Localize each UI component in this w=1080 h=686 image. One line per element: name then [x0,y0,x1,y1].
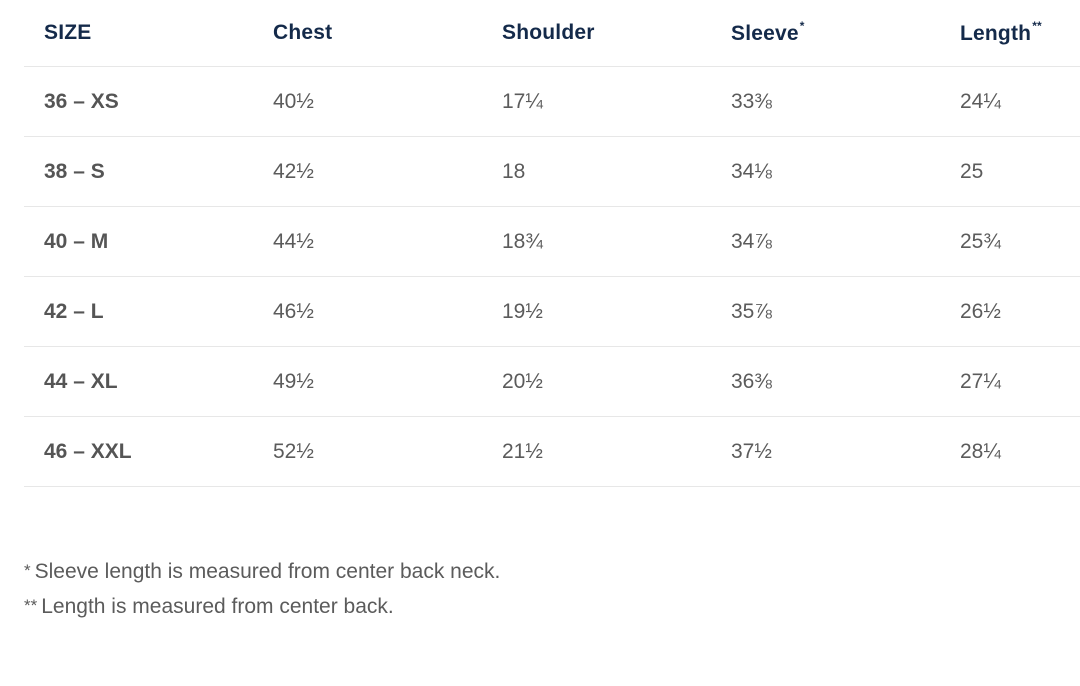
header-shoulder-label: Shoulder [502,21,595,44]
sleeve-cell: 35⅞ [711,276,940,347]
chest-cell: 49½ [253,346,482,417]
shoulder-cell: 18¾ [482,206,711,277]
size-cell: 44 – XL [24,346,253,417]
table-row: 36 – XS 40½ 17¼ 33⅜ 24¼ [24,66,1080,137]
length-cell: 28¼ [940,416,1080,487]
shoulder-cell: 17¼ [482,66,711,137]
sleeve-cell: 37½ [711,416,940,487]
footnote-text: Sleeve length is measured from center ba… [34,560,501,583]
header-length-label: Length [960,21,1032,45]
shoulder-cell: 21½ [482,416,711,487]
size-chart-table: SIZE Chest Shoulder Sleeve* Length** 36 … [24,0,1080,487]
length-cell: 27¼ [940,346,1080,417]
footnote-mark: * [24,561,31,580]
chest-cell: 40½ [253,66,482,137]
header-size-label: SIZE [44,21,92,44]
footnotes: * Sleeve length is measured from center … [24,555,500,625]
chest-cell: 52½ [253,416,482,487]
table-row: 46 – XXL 52½ 21½ 37½ 28¼ [24,416,1080,487]
header-chest-label: Chest [273,21,333,44]
table-row: 44 – XL 49½ 20½ 36⅜ 27¼ [24,346,1080,417]
header-sleeve-footnote-mark: * [799,18,805,33]
sleeve-cell: 33⅜ [711,66,940,137]
size-cell: 46 – XXL [24,416,253,487]
header-length-footnote-mark: ** [1032,18,1042,33]
header-length: Length** [940,0,1080,67]
size-cell: 42 – L [24,276,253,347]
shoulder-cell: 18 [482,136,711,207]
length-cell: 26½ [940,276,1080,347]
shoulder-cell: 20½ [482,346,711,417]
header-shoulder: Shoulder [482,0,711,67]
sleeve-cell: 36⅜ [711,346,940,417]
shoulder-cell: 19½ [482,276,711,347]
header-chest: Chest [253,0,482,67]
header-size: SIZE [24,0,253,67]
table-row: 38 – S 42½ 18 34⅛ 25 [24,136,1080,207]
footnote-sleeve: * Sleeve length is measured from center … [24,555,500,590]
size-cell: 38 – S [24,136,253,207]
chest-cell: 42½ [253,136,482,207]
header-row: SIZE Chest Shoulder Sleeve* Length** [24,0,1080,67]
size-chart-body: 36 – XS 40½ 17¼ 33⅜ 24¼ 38 – S 42½ 18 34… [24,66,1080,487]
header-sleeve: Sleeve* [711,0,940,67]
length-cell: 24¼ [940,66,1080,137]
length-cell: 25 [940,136,1080,207]
footnote-length: ** Length is measured from center back. [24,590,500,625]
footnote-mark: ** [24,596,38,615]
header-sleeve-label: Sleeve [731,21,799,45]
chest-cell: 44½ [253,206,482,277]
table-row: 40 – M 44½ 18¾ 34⅞ 25¾ [24,206,1080,277]
sleeve-cell: 34⅛ [711,136,940,207]
size-cell: 36 – XS [24,66,253,137]
chest-cell: 46½ [253,276,482,347]
footnote-text: Length is measured from center back. [41,595,394,618]
length-cell: 25¾ [940,206,1080,277]
size-cell: 40 – M [24,206,253,277]
sleeve-cell: 34⅞ [711,206,940,277]
table-row: 42 – L 46½ 19½ 35⅞ 26½ [24,276,1080,347]
size-chart-header: SIZE Chest Shoulder Sleeve* Length** [24,0,1080,67]
